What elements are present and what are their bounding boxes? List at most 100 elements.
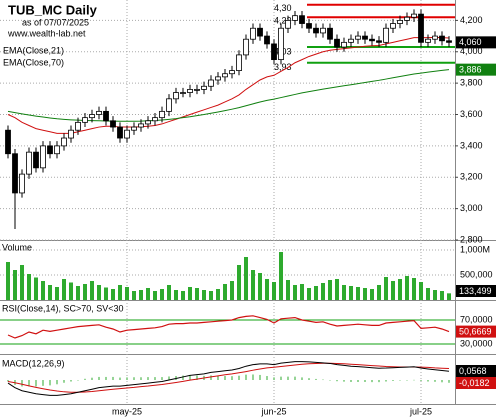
candle-body (376, 40, 382, 43)
volume-bar (202, 290, 206, 300)
volume-bar (97, 285, 101, 300)
macd-histogram-bar (259, 374, 261, 380)
volume-bar (251, 270, 255, 300)
volume-bar (27, 274, 31, 300)
histogram-last-label-box (456, 377, 496, 389)
candle-body (439, 35, 445, 42)
volume-bar (440, 291, 444, 300)
candle-body (187, 89, 193, 93)
candle-body (320, 27, 326, 34)
volume-bar (426, 288, 430, 300)
macd-histogram-bar (196, 375, 198, 380)
candle-body (383, 27, 389, 43)
candle-body (110, 120, 116, 128)
chart-title: TUB_MC Daily (8, 2, 98, 17)
volume-bar (391, 281, 395, 300)
macd-histogram-bar (245, 374, 247, 380)
candle-body (194, 89, 200, 91)
level-label: 3,93 (274, 62, 292, 72)
rsi-line (7, 315, 450, 339)
volume-bar (272, 282, 276, 300)
macd-histogram-bar (322, 379, 324, 381)
macd-last-label-box (456, 365, 496, 377)
candle-body (257, 27, 263, 37)
y-tick-label: 3,800 (460, 78, 483, 88)
macd-histogram-bar (182, 375, 184, 380)
macd-histogram-bar (392, 380, 394, 381)
candle-body (446, 40, 452, 43)
candle-body (152, 117, 158, 122)
macd-histogram-bar (168, 376, 170, 380)
volume-bar (181, 291, 185, 300)
volume-bar (335, 279, 339, 300)
macd-histogram-bar (308, 378, 310, 380)
volume-last-label: 133,499 (459, 286, 492, 296)
pane-label: Volume (2, 242, 32, 252)
candle-body (180, 92, 186, 94)
pane-label: RSI(Close,14), SC>70, SV<30 (2, 303, 124, 313)
volume-bar (83, 284, 87, 300)
macd-histogram-bar (56, 380, 58, 385)
macd-histogram-bar (336, 380, 338, 382)
macd-histogram-bar (434, 380, 436, 382)
volume-bar (419, 282, 423, 300)
volume-bar (370, 289, 374, 300)
macd-histogram-bar (119, 377, 121, 380)
macd-histogram-bar (35, 380, 37, 387)
macd-histogram-bar (350, 380, 352, 382)
volume-bar (76, 286, 80, 300)
ema-last-label-box (456, 63, 496, 76)
volume-bar (279, 252, 283, 300)
candle-body (334, 38, 340, 48)
candle-body (54, 145, 60, 155)
macd-histogram-bar (378, 380, 380, 383)
volume-bar (412, 278, 416, 300)
candle-body (173, 92, 179, 100)
candle-body (292, 15, 298, 21)
candle-body (313, 27, 319, 34)
macd-signal-line (7, 362, 450, 393)
ema-line (7, 69, 450, 122)
y-tick-label: 70,0000 (460, 314, 493, 324)
macd-histogram-bar (315, 378, 317, 380)
candle-body (75, 121, 81, 131)
candle-body (418, 13, 424, 43)
macd-histogram-bar (7, 380, 9, 382)
macd-histogram-bar (217, 375, 219, 380)
candle-body (369, 38, 375, 42)
volume-bar (342, 285, 346, 300)
y-tick-label: 3,600 (460, 109, 483, 119)
volume-bar (20, 265, 24, 300)
volume-bar (48, 285, 52, 300)
volume-bar (6, 262, 10, 300)
macd-histogram-bar (161, 377, 163, 380)
candle-body (5, 129, 11, 155)
y-tick-label: 3,200 (460, 172, 483, 182)
macd-histogram-bar (154, 377, 156, 380)
volume-bar (34, 277, 38, 300)
candle-body (166, 98, 172, 112)
volume-bar (167, 285, 171, 300)
candle-body (222, 73, 228, 78)
macd-histogram-bar (112, 376, 114, 380)
candle-body (299, 15, 305, 24)
macd-histogram-bar (413, 379, 415, 381)
macd-histogram-bar (105, 376, 107, 380)
macd-histogram-bar (273, 377, 275, 380)
candle-body (278, 27, 284, 61)
histogram-last-label: -0,0182 (459, 378, 490, 388)
macd-histogram-bar (357, 380, 359, 382)
volume-bar (195, 288, 199, 300)
candle-body (327, 27, 333, 40)
candle-body (362, 35, 368, 40)
candle-body (82, 117, 88, 123)
volume-bar (356, 287, 360, 300)
macd-histogram-bar (77, 380, 79, 381)
x-tick-label: jul-25 (409, 406, 432, 416)
volume-bar (104, 287, 108, 300)
rsi-last-label: 50,6669 (459, 326, 492, 336)
volume-bar (41, 281, 45, 300)
candle-body (243, 38, 249, 56)
candle-body (341, 41, 347, 48)
